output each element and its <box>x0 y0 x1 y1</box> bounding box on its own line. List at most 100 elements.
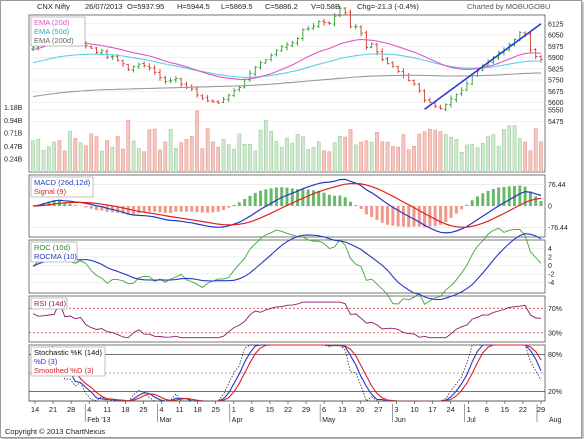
volume-bar <box>465 144 469 173</box>
x-axis-day-label: 28 <box>67 405 75 414</box>
roc-legend <box>30 241 78 263</box>
price-tick-label: 5475 <box>548 119 564 126</box>
rsi-legend <box>30 297 68 310</box>
macd-histogram-bar <box>259 190 263 206</box>
macd-histogram-bar <box>264 189 268 206</box>
macd-histogram-bar <box>163 206 167 214</box>
rocma-line <box>32 233 542 301</box>
volume-bar <box>438 131 443 173</box>
x-axis-day-label: 25 <box>212 405 220 414</box>
x-axis-day-label: 6 <box>322 405 326 414</box>
volume-bar <box>242 144 247 173</box>
macd-histogram-bar <box>126 206 130 215</box>
legend-entry: ROCMA (10) <box>34 252 77 261</box>
legend-entry: Signal (9) <box>34 187 67 196</box>
x-axis-month-label: Feb '13 <box>87 417 110 424</box>
price-tick-label: 5750 <box>548 78 564 85</box>
price-tick-label: 5975 <box>548 44 564 51</box>
volume-tick-label: 1.18B <box>4 105 23 112</box>
legend-entry: EMA (50d) <box>34 27 70 36</box>
macd-histogram-bar <box>349 201 352 206</box>
macd-histogram-bar <box>449 206 453 218</box>
macd-histogram-bar <box>354 205 358 206</box>
volume-bar <box>168 129 173 173</box>
volume-bar <box>454 139 459 173</box>
macd-histogram-bar <box>465 204 469 206</box>
macd-histogram-bar <box>47 201 51 206</box>
price-tick-label: 5825 <box>548 66 564 73</box>
macd-histogram-bar <box>301 188 305 206</box>
macd-histogram-bar <box>412 206 416 227</box>
macd-histogram-bar <box>253 192 257 206</box>
x-axis-month-label: Mar <box>160 417 173 424</box>
macd-histogram-bar <box>158 206 162 213</box>
macd-histogram-bar <box>121 206 125 214</box>
legend-entry: EMA (200d) <box>34 36 74 45</box>
volume-bar <box>391 146 395 173</box>
volume-bar <box>195 110 199 173</box>
volume-bar <box>528 150 533 173</box>
ema-200d-line <box>32 72 542 98</box>
stochastic-smoothed-d-line <box>32 344 542 402</box>
volume-bar <box>205 128 210 173</box>
x-axis-day-label: 29 <box>537 405 545 414</box>
macd-tick-label: 0 <box>548 204 552 211</box>
volume-bar <box>433 129 437 173</box>
macd-histogram-bar <box>222 206 225 211</box>
macd-histogram-bar <box>190 206 194 212</box>
volume-bar <box>131 140 136 173</box>
macd-histogram-bar <box>42 203 46 206</box>
volume-bar <box>99 150 104 173</box>
volume-bar <box>279 146 284 173</box>
volume-bar <box>533 128 538 173</box>
x-axis-day-label: 8 <box>485 405 489 414</box>
macd-histogram-bar <box>359 206 363 210</box>
volume-tick-label: 0.71B <box>4 131 23 138</box>
volume-bar <box>353 144 358 173</box>
volume-bar <box>147 129 152 173</box>
x-axis-day-label: 17 <box>428 405 436 414</box>
x-axis-month-label: Jul <box>467 417 476 424</box>
x-axis-day-label: 21 <box>49 405 57 414</box>
volume-bar <box>428 128 432 173</box>
rsi-tick-label: 70% <box>548 306 562 313</box>
macd-histogram-bar <box>333 195 337 206</box>
macd-histogram-bar <box>513 185 517 206</box>
macd-histogram-bar <box>84 206 88 208</box>
volume-bar <box>449 136 453 173</box>
ema-20d-line <box>32 38 542 80</box>
volume-bar <box>57 140 62 173</box>
macd-histogram-bar <box>227 206 231 208</box>
volume-bar <box>311 147 316 173</box>
macd-histogram-bar <box>401 206 405 227</box>
macd-histogram-bar <box>153 206 157 212</box>
macd-histogram-bar <box>460 206 464 210</box>
macd-histogram-bar <box>179 206 183 212</box>
macd-histogram-bar <box>100 206 104 211</box>
volume-bar <box>89 133 94 173</box>
volume-bar <box>417 133 422 173</box>
symbol-label: CNX Nifty <box>37 2 70 11</box>
macd-histogram-bar <box>343 197 347 206</box>
x-axis-day-label: 8 <box>250 405 254 414</box>
volume-bar <box>332 142 337 173</box>
volume-bar <box>512 125 517 173</box>
price-tick-label: 5550 <box>548 108 564 115</box>
date-label: 26/07/2013 <box>85 2 123 11</box>
volume-bar <box>380 141 385 173</box>
volume-bar <box>163 141 168 173</box>
roc-tick-label: 4 <box>548 246 552 253</box>
volume-bar <box>491 134 496 173</box>
rsi-panel <box>28 295 546 343</box>
volume-bar <box>184 139 189 173</box>
x-axis-month-label: Jun <box>394 417 405 424</box>
volume-bar <box>248 144 252 173</box>
charted-by-label: Charted by MOBUGOBU <box>467 2 551 11</box>
roc-tick-label: -2 <box>548 271 554 278</box>
macd-histogram-bar <box>370 206 374 218</box>
volume-bar <box>174 148 178 173</box>
trend-line <box>424 23 542 110</box>
volume-bar <box>258 129 263 173</box>
volume-bar <box>359 141 363 173</box>
